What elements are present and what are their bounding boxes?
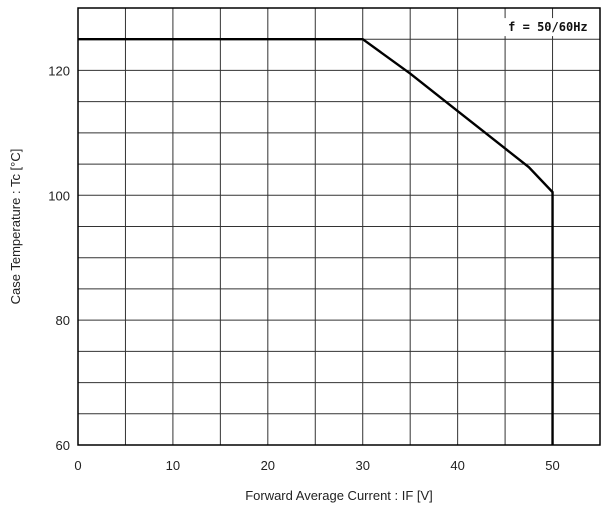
y-axis-label: Case Temperature : Tc [°C]	[8, 149, 23, 305]
y-tick-label: 120	[48, 63, 70, 78]
x-tick-label: 40	[450, 458, 464, 473]
x-tick-label: 20	[261, 458, 275, 473]
y-tick-label: 60	[56, 438, 70, 453]
tick-labels: 0 10 20 30 40 50 60 80 100 120	[48, 63, 559, 473]
series-line	[78, 38, 554, 445]
x-tick-label: 30	[355, 458, 369, 473]
frequency-annotation: f = 50/60Hz	[508, 20, 587, 34]
series-group	[78, 38, 554, 445]
y-tick-label: 100	[48, 188, 70, 203]
x-tick-label: 50	[545, 458, 559, 473]
x-tick-label: 0	[74, 458, 81, 473]
annotation-background	[503, 18, 593, 37]
plot-frame	[77, 7, 601, 446]
grid-lines	[78, 7, 600, 445]
x-tick-label: 10	[166, 458, 180, 473]
x-axis-label: Forward Average Current : IF [V]	[245, 488, 433, 503]
y-tick-label: 80	[56, 313, 70, 328]
